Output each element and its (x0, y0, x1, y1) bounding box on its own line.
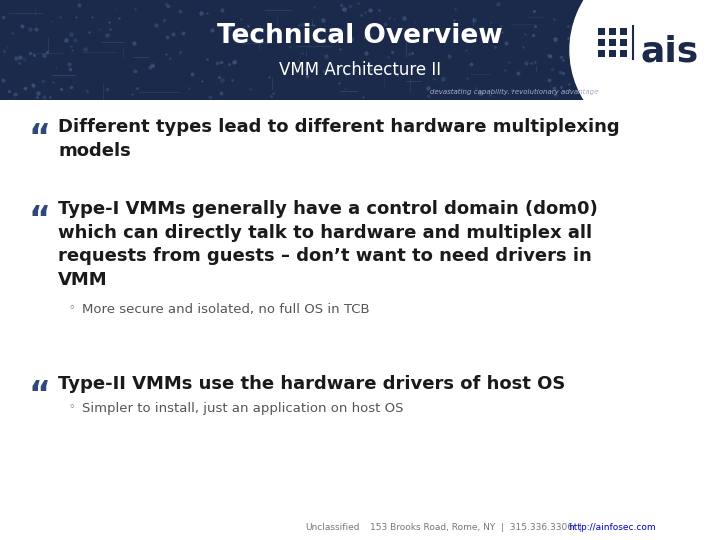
Text: Unclassified: Unclassified (305, 523, 359, 532)
Text: “: “ (28, 204, 50, 237)
FancyBboxPatch shape (598, 39, 605, 46)
Text: ◦: ◦ (68, 303, 76, 313)
FancyBboxPatch shape (609, 28, 616, 35)
FancyBboxPatch shape (609, 39, 616, 46)
FancyBboxPatch shape (620, 28, 627, 35)
Text: devastating capability. revolutionary advantage: devastating capability. revolutionary ad… (430, 89, 598, 95)
Text: “: “ (28, 122, 50, 155)
FancyBboxPatch shape (598, 50, 605, 57)
Text: Technical Overview: Technical Overview (217, 23, 503, 49)
FancyBboxPatch shape (620, 50, 627, 57)
Text: VMM Architecture II: VMM Architecture II (279, 61, 441, 79)
Text: More secure and isolated, no full OS in TCB: More secure and isolated, no full OS in … (82, 303, 369, 316)
Circle shape (570, 0, 720, 145)
Text: http://ainfosec.com: http://ainfosec.com (568, 523, 656, 532)
Text: Simpler to install, just an application on host OS: Simpler to install, just an application … (82, 402, 403, 415)
Text: Type-II VMMs use the hardware drivers of host OS: Type-II VMMs use the hardware drivers of… (58, 375, 565, 393)
FancyBboxPatch shape (0, 0, 720, 100)
Text: ais: ais (640, 35, 698, 69)
Text: ◦: ◦ (68, 402, 76, 412)
FancyBboxPatch shape (609, 50, 616, 57)
FancyBboxPatch shape (598, 28, 605, 35)
Text: Type-I VMMs generally have a control domain (dom0)
which can directly talk to ha: Type-I VMMs generally have a control dom… (58, 200, 598, 289)
Text: Different types lead to different hardware multiplexing
models: Different types lead to different hardwa… (58, 118, 620, 160)
Text: “: “ (28, 379, 50, 412)
Text: 153 Brooks Road, Rome, NY  |  315.336.3306  |: 153 Brooks Road, Rome, NY | 315.336.3306… (370, 523, 588, 532)
FancyBboxPatch shape (620, 39, 627, 46)
